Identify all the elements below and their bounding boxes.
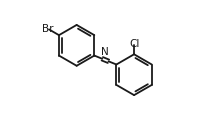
Text: Cl: Cl xyxy=(129,39,139,49)
Text: Br: Br xyxy=(42,24,53,34)
Text: N: N xyxy=(101,47,109,57)
